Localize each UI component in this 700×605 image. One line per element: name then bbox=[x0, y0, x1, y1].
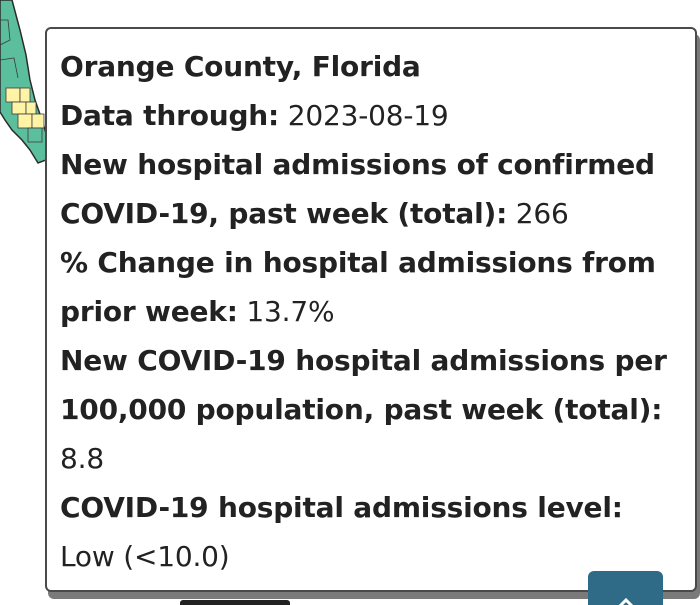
level-label-row: COVID-19 hospital admissions level: bbox=[60, 483, 695, 532]
level-label: COVID-19 hospital admissions level: bbox=[60, 491, 623, 524]
map-fragment[interactable] bbox=[0, 0, 60, 170]
admissions-label-line1: New hospital admissions of confirmed bbox=[60, 148, 655, 181]
admissions-label-line2: COVID-19, past week (total): bbox=[60, 197, 508, 230]
per100k-value-row: 8.8 bbox=[60, 434, 695, 483]
data-through-row: Data through: 2023-08-19 bbox=[60, 91, 695, 140]
tooltip-title-row: Orange County, Florida bbox=[60, 42, 695, 91]
change-label-row-1: % Change in hospital admissions from bbox=[60, 238, 695, 287]
data-through-value: 2023-08-19 bbox=[287, 99, 449, 132]
chevron-up-icon bbox=[618, 597, 633, 605]
below-fold-text-fragment bbox=[180, 600, 290, 605]
level-value-row: Low (<10.0) bbox=[60, 532, 695, 581]
data-through-label: Data through: bbox=[60, 99, 280, 132]
per100k-label-row-2: 100,000 population, past week (total): bbox=[60, 385, 695, 434]
per100k-label-line1: New COVID-19 hospital admissions per bbox=[60, 344, 667, 377]
county-tooltip: Orange County, Florida Data through: 202… bbox=[45, 27, 697, 592]
level-value: Low (<10.0) bbox=[60, 540, 230, 573]
admissions-row: COVID-19, past week (total): 266 bbox=[60, 189, 695, 238]
scroll-to-top-button[interactable] bbox=[588, 571, 663, 605]
admissions-value: 266 bbox=[515, 197, 569, 230]
admissions-label-row-1: New hospital admissions of confirmed bbox=[60, 140, 695, 189]
per100k-label-line2: 100,000 population, past week (total): bbox=[60, 393, 663, 426]
county-name: Orange County, Florida bbox=[60, 50, 421, 83]
change-row: prior week: 13.7% bbox=[60, 287, 695, 336]
change-value: 13.7% bbox=[246, 295, 335, 328]
per100k-value: 8.8 bbox=[60, 442, 104, 475]
per100k-label-row-1: New COVID-19 hospital admissions per bbox=[60, 336, 695, 385]
change-label-line1: % Change in hospital admissions from bbox=[60, 246, 656, 279]
change-label-line2: prior week: bbox=[60, 295, 238, 328]
